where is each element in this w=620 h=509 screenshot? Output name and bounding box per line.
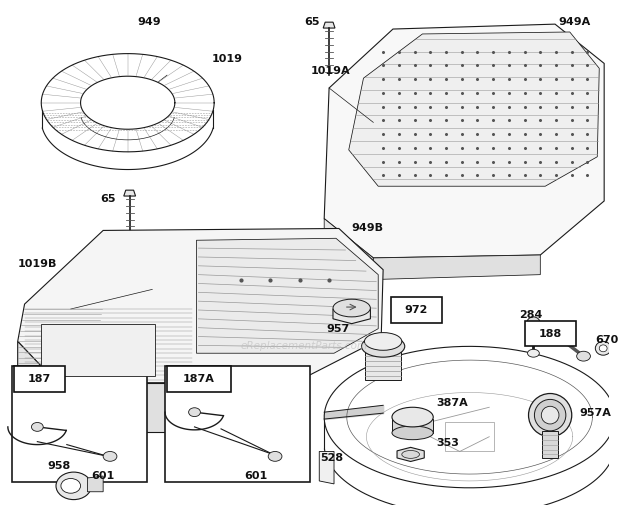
- Polygon shape: [373, 255, 540, 279]
- Text: 601: 601: [92, 471, 115, 481]
- Ellipse shape: [528, 349, 539, 357]
- FancyBboxPatch shape: [165, 366, 311, 482]
- Ellipse shape: [392, 426, 433, 440]
- Text: 387A: 387A: [436, 399, 468, 408]
- Ellipse shape: [365, 332, 402, 350]
- Text: 65: 65: [100, 194, 116, 204]
- Ellipse shape: [541, 406, 559, 424]
- Text: 670: 670: [595, 335, 619, 346]
- Text: 972: 972: [405, 305, 428, 315]
- Text: 187A: 187A: [183, 374, 215, 384]
- Polygon shape: [87, 476, 103, 492]
- FancyBboxPatch shape: [391, 297, 442, 323]
- Ellipse shape: [188, 408, 200, 416]
- Polygon shape: [57, 383, 294, 432]
- Text: 284: 284: [519, 310, 542, 320]
- Text: 958: 958: [47, 461, 71, 471]
- Ellipse shape: [577, 351, 590, 361]
- Polygon shape: [397, 447, 424, 462]
- Text: 601: 601: [244, 471, 267, 481]
- Ellipse shape: [56, 472, 91, 500]
- Text: 1019A: 1019A: [311, 66, 350, 76]
- Ellipse shape: [528, 393, 572, 437]
- FancyBboxPatch shape: [392, 419, 433, 433]
- Text: 528: 528: [321, 454, 343, 463]
- Ellipse shape: [534, 400, 566, 431]
- Ellipse shape: [333, 299, 370, 317]
- Polygon shape: [197, 238, 378, 353]
- FancyBboxPatch shape: [542, 431, 558, 458]
- Polygon shape: [348, 32, 600, 186]
- Text: 1019B: 1019B: [18, 259, 57, 269]
- Polygon shape: [324, 219, 373, 279]
- FancyBboxPatch shape: [167, 366, 231, 391]
- Text: 65: 65: [304, 17, 320, 27]
- Text: 949B: 949B: [352, 223, 384, 234]
- Ellipse shape: [361, 335, 405, 357]
- Ellipse shape: [595, 342, 611, 355]
- Polygon shape: [333, 304, 370, 324]
- Ellipse shape: [392, 407, 433, 427]
- Polygon shape: [18, 229, 383, 383]
- Polygon shape: [81, 76, 175, 129]
- Text: 353: 353: [436, 438, 459, 447]
- Polygon shape: [18, 342, 57, 432]
- Text: 957A: 957A: [580, 408, 611, 418]
- Ellipse shape: [600, 345, 607, 352]
- Ellipse shape: [32, 422, 43, 431]
- Polygon shape: [42, 324, 155, 376]
- Text: 187: 187: [28, 374, 51, 384]
- Polygon shape: [323, 22, 335, 28]
- FancyBboxPatch shape: [12, 366, 148, 482]
- Text: 949A: 949A: [558, 17, 590, 27]
- Ellipse shape: [268, 451, 282, 461]
- Polygon shape: [610, 398, 620, 494]
- Polygon shape: [324, 24, 604, 258]
- Text: 949: 949: [138, 17, 161, 27]
- Ellipse shape: [103, 451, 117, 461]
- Text: eReplacementParts.com: eReplacementParts.com: [241, 342, 368, 351]
- Ellipse shape: [402, 450, 420, 458]
- Polygon shape: [42, 53, 214, 152]
- Text: 1019: 1019: [211, 53, 242, 64]
- Ellipse shape: [526, 317, 540, 331]
- Polygon shape: [124, 190, 136, 196]
- FancyBboxPatch shape: [14, 366, 65, 391]
- Polygon shape: [319, 451, 334, 484]
- FancyBboxPatch shape: [525, 321, 576, 346]
- Text: 957: 957: [326, 324, 350, 334]
- FancyBboxPatch shape: [365, 348, 401, 380]
- Ellipse shape: [61, 478, 81, 493]
- Text: 188: 188: [539, 329, 562, 338]
